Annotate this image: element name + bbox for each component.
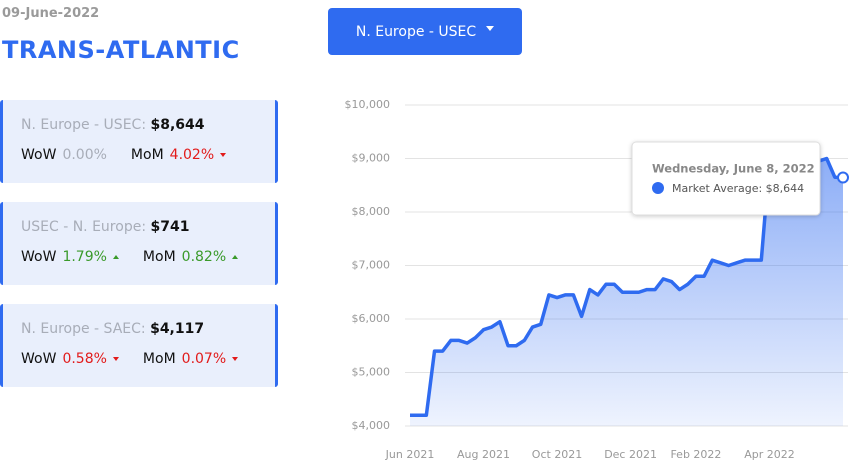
mom-value: 0.07% xyxy=(181,351,227,367)
rate-card: N. Europe - USEC: $8,644 WoW 0.00% MoM 4.02% xyxy=(0,100,278,183)
mom-label: MoM xyxy=(142,351,176,367)
card-change-line: WoW 1.79% MoM 0.82% xyxy=(21,249,239,265)
y-tick-label: $8,000 xyxy=(352,205,391,218)
report-date: 09-June-2022 xyxy=(2,6,100,21)
mom-arrow xyxy=(232,255,239,259)
rate-card: N. Europe - SAEC: $4,117 WoW 0.58% MoM 0.07% xyxy=(0,304,278,387)
mom-arrow xyxy=(220,153,227,157)
rate-card: USEC - N. Europe: $741 WoW 1.79% MoM 0.82% xyxy=(0,202,278,285)
mom-value: 0.82% xyxy=(181,249,227,265)
hover-point xyxy=(837,171,849,184)
route-name: N. Europe - USEC: xyxy=(21,117,147,133)
dropdown-label: N. Europe - USEC xyxy=(355,23,477,40)
y-tick-label: $9,000 xyxy=(352,152,391,165)
caret xyxy=(486,26,495,31)
card-change-line: WoW 0.58% MoM 0.07% xyxy=(21,351,239,367)
card-change-line: WoW 0.00% MoM 4.02% xyxy=(21,147,227,163)
wow-label: WoW xyxy=(21,351,57,367)
y-tick-label: $10,000 xyxy=(345,98,391,111)
x-tick-label: Aug 2021 xyxy=(457,448,510,461)
y-tick-label: $4,000 xyxy=(352,419,391,432)
tooltip-dot xyxy=(652,182,664,194)
mom-label: MoM xyxy=(142,249,176,265)
mom-label: MoM xyxy=(130,147,164,163)
wow-arrow xyxy=(112,357,119,361)
page-title: TRANS-ATLANTIC xyxy=(2,36,240,64)
y-tick-label: $7,000 xyxy=(352,259,391,272)
route-name: N. Europe - SAEC: xyxy=(21,321,146,337)
tooltip-text: Market Average: $8,644 xyxy=(672,182,804,195)
x-tick-label: Jun 2021 xyxy=(385,448,435,461)
wow-label: WoW xyxy=(21,147,57,163)
x-tick-label: Oct 2021 xyxy=(532,448,583,461)
card-route-line: N. Europe - USEC: $8,644 xyxy=(21,117,205,133)
wow-arrow xyxy=(112,255,119,259)
tooltip-box xyxy=(631,141,821,216)
route-dropdown[interactable]: N. Europe - USEC xyxy=(328,8,522,55)
mom-value: 4.02% xyxy=(169,147,215,163)
wow-value: 0.00% xyxy=(62,147,107,163)
y-tick-label: $6,000 xyxy=(352,312,391,325)
card-route-line: N. Europe - SAEC: $4,117 xyxy=(21,321,204,337)
x-tick-label: Feb 2022 xyxy=(670,448,721,461)
card-route-line: USEC - N. Europe: $741 xyxy=(21,219,189,235)
route-name: USEC - N. Europe: xyxy=(21,219,147,235)
route-price: $741 xyxy=(150,219,190,235)
route-price: $4,117 xyxy=(150,321,205,337)
route-price: $8,644 xyxy=(150,117,205,133)
x-tick-label: Apr 2022 xyxy=(744,448,795,461)
wow-value: 0.58% xyxy=(62,351,107,367)
mom-arrow xyxy=(232,357,239,361)
tooltip-title: Wednesday, June 8, 2022 xyxy=(652,162,815,176)
y-tick-label: $5,000 xyxy=(352,366,391,379)
wow-label: WoW xyxy=(21,249,57,265)
x-tick-label: Dec 2021 xyxy=(604,448,657,461)
wow-value: 1.79% xyxy=(62,249,107,265)
